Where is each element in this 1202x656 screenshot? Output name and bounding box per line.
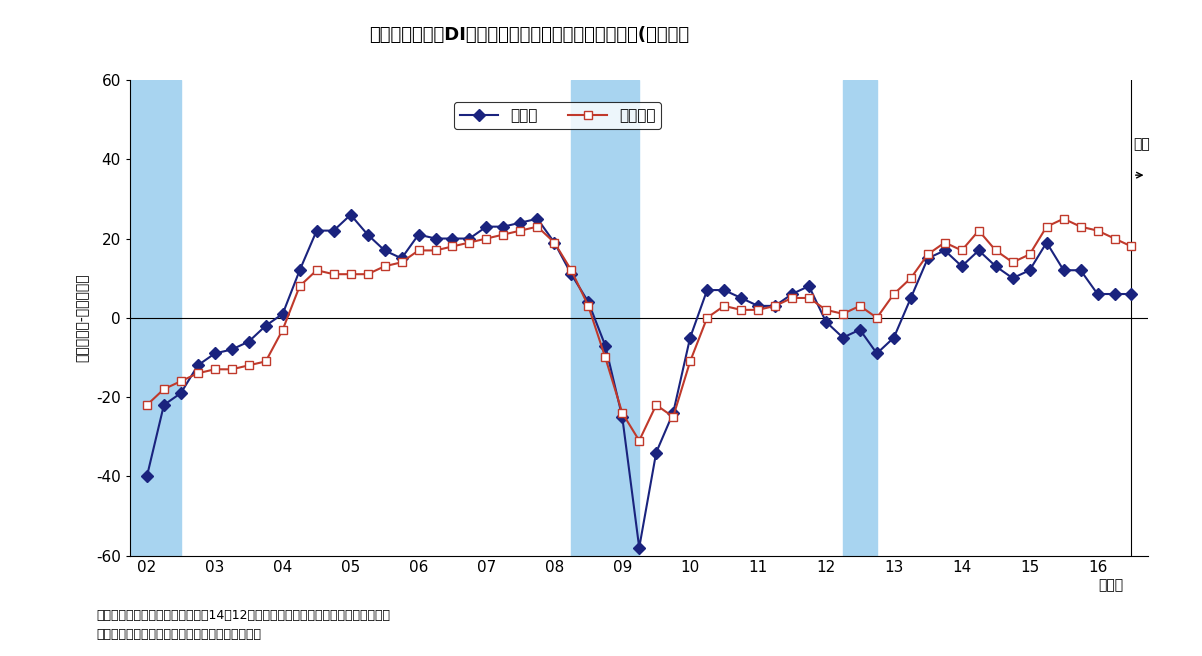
非製造業	[1124, 243, 1138, 251]
Bar	[130, 80, 180, 556]
Y-axis label: （「良い」-「悪い」）: （「良い」-「悪い」）	[75, 274, 89, 362]
製造業	[242, 338, 256, 346]
非製造業	[394, 258, 409, 266]
非製造業	[292, 282, 307, 290]
Text: （注）シャドーは景気後退期間、14年12月調査以降は調査対象見直し後の新ベース: （注）シャドーは景気後退期間、14年12月調査以降は調査対象見直し後の新ベース	[96, 609, 391, 622]
Line: 製造業: 製造業	[143, 211, 1136, 552]
製造業	[173, 389, 188, 397]
非製造業	[139, 401, 154, 409]
製造業	[292, 266, 307, 274]
Legend: 製造業, 非製造業: 製造業, 非製造業	[454, 102, 661, 129]
Text: （資料）日本銀行「全国企業短期経済観測調査」: （資料）日本銀行「全国企業短期経済観測調査」	[96, 628, 261, 642]
非製造業	[1057, 215, 1071, 222]
Bar	[571, 80, 639, 556]
Line: 非製造業: 非製造業	[143, 215, 1136, 445]
非製造業	[870, 314, 885, 321]
非製造業	[173, 377, 188, 385]
製造業	[632, 544, 647, 552]
Text: 足元の業況判断DIは製造業で横ばい、非製造業で悪化(大企業）: 足元の業況判断DIは製造業で横ばい、非製造業で悪化(大企業）	[369, 26, 689, 44]
製造業	[139, 472, 154, 480]
製造業	[887, 334, 902, 342]
製造業	[683, 334, 697, 342]
Text: 予測: 予測	[1132, 137, 1149, 152]
製造業	[344, 211, 358, 218]
非製造業	[632, 437, 647, 445]
製造業	[1124, 290, 1138, 298]
製造業	[411, 231, 426, 239]
非製造業	[242, 361, 256, 369]
Text: （年）: （年）	[1099, 579, 1124, 592]
非製造業	[666, 413, 680, 420]
Bar	[843, 80, 877, 556]
